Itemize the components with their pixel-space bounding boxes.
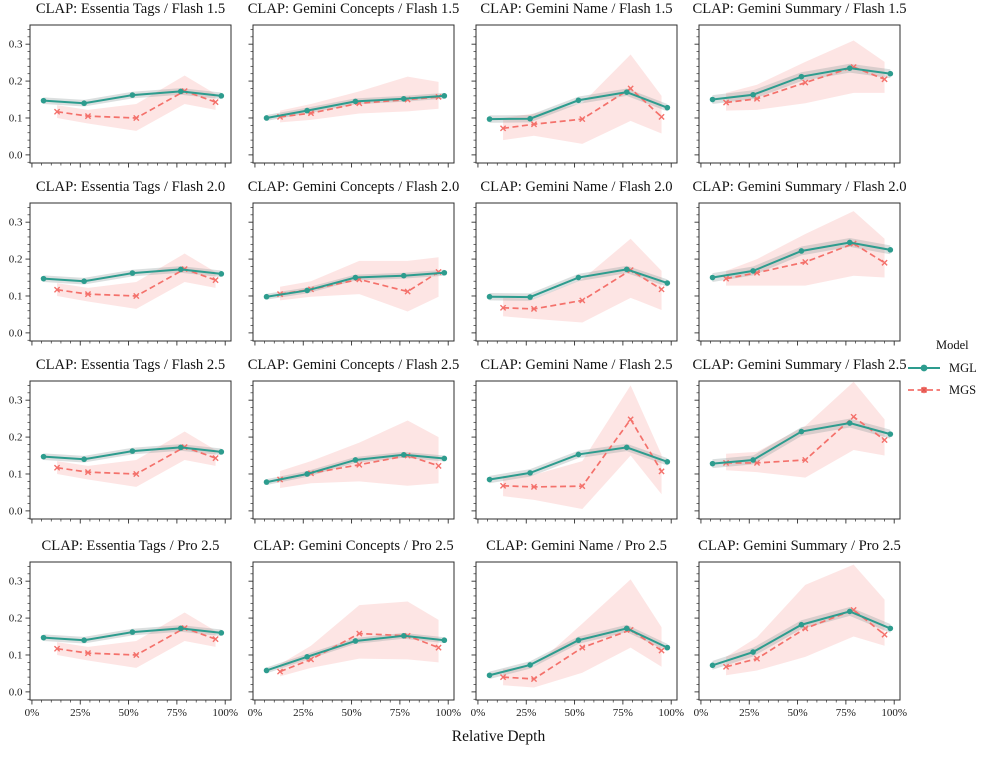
line-chart (694, 380, 901, 524)
svg-text:75%: 75% (836, 707, 856, 719)
subplot-gemini-concepts-flash-2-5: CLAP: Gemini Concepts / Flash 2.5 (223, 357, 468, 537)
svg-text:50%: 50% (341, 707, 361, 719)
subplot-essentia-tags-pro-2-5: CLAP: Essentia Tags / Pro 2.5 0.0 0.1 0.2 0.… (0, 538, 245, 719)
svg-text:0.2: 0.2 (9, 254, 23, 266)
subplot-gemini-concepts-pro-2-5: CLAP: Gemini Concepts / Pro 2.5 0% 25% 50% 7… (223, 538, 468, 719)
subplot-essentia-tags-flash-1-5: CLAP: Essentia Tags / Flash 1.5 0.0 0.1 0.2… (0, 1, 245, 181)
svg-text:0.3: 0.3 (9, 39, 23, 51)
subplot-gemini-summary-flash-2-0: CLAP: Gemini Summary / Flash 2.0 (669, 179, 914, 359)
subplot-gemini-name-flash-1-5: CLAP: Gemini Name / Flash 1.5 (446, 1, 691, 181)
line-chart: 0% 25% 50% 75% 100% (248, 561, 461, 719)
subplot-gemini-summary-flash-2-5: CLAP: Gemini Summary / Flash 2.5 (669, 357, 914, 537)
legend-label-mgs: MGS (949, 382, 977, 397)
subplot-essentia-tags-flash-2-0: CLAP: Essentia Tags / Flash 2.0 0.0 0.1 0.2… (0, 179, 245, 359)
x-axis-label: Relative Depth (451, 728, 546, 745)
line-chart: 0.0 0.1 0.2 0.3 (9, 24, 232, 168)
subplot-title: CLAP: Essentia Tags / Flash 2.5 (35, 357, 226, 373)
svg-text:0.3: 0.3 (9, 217, 23, 229)
mgl-line-swatch-icon (908, 364, 940, 372)
legend-item-mgs: MGS (906, 379, 996, 401)
subplot-essentia-tags-flash-2-5: CLAP: Essentia Tags / Flash 2.5 0.0 0.1 0.2… (0, 357, 245, 537)
line-chart: 0.0 0.1 0.2 0.3 (9, 202, 232, 346)
svg-text:0.0: 0.0 (9, 505, 23, 517)
subplot-title: CLAP: Gemini Name / Pro 2.5 (486, 538, 667, 554)
subplot-gemini-concepts-flash-2-0: CLAP: Gemini Concepts / Flash 2.0 (223, 179, 468, 359)
legend-item-mgl: MGL (906, 357, 996, 379)
subplot-title: CLAP: Gemini Summary / Flash 2.0 (692, 179, 907, 195)
subplot-title: CLAP: Essentia Tags / Flash 1.5 (35, 1, 226, 17)
svg-text:75%: 75% (390, 707, 410, 719)
svg-text:0.3: 0.3 (9, 395, 23, 407)
svg-text:0.3: 0.3 (9, 576, 23, 588)
legend-title: Model (936, 338, 969, 352)
line-chart: 0.0 0.1 0.2 0.3 (9, 380, 232, 524)
subplot-title: CLAP: Gemini Name / Flash 2.5 (480, 357, 673, 373)
line-chart: 0% 25% 50% 75% 100% (471, 561, 684, 719)
svg-text:50%: 50% (118, 707, 138, 719)
subplot-gemini-summary-pro-2-5: CLAP: Gemini Summary / Pro 2.5 0% 25% 50% 75… (669, 538, 914, 719)
subplot-title: CLAP: Essentia Tags / Flash 2.0 (35, 179, 226, 195)
svg-text:0%: 0% (248, 707, 263, 719)
line-chart (248, 24, 455, 168)
svg-text:0.1: 0.1 (9, 112, 23, 124)
svg-text:0.2: 0.2 (9, 432, 23, 444)
subplot-title: CLAP: Gemini Summary / Flash 1.5 (692, 1, 907, 17)
svg-text:75%: 75% (167, 707, 187, 719)
svg-text:0.2: 0.2 (9, 613, 23, 625)
line-chart (248, 380, 455, 524)
subplot-title: CLAP: Gemini Concepts / Flash 2.0 (247, 179, 460, 195)
subplot-title: CLAP: Gemini Name / Flash 1.5 (480, 1, 673, 17)
subplot-title: CLAP: Gemini Concepts / Pro 2.5 (253, 538, 454, 554)
subplot-gemini-name-flash-2-0: CLAP: Gemini Name / Flash 2.0 (446, 179, 691, 359)
svg-text:25%: 25% (293, 707, 313, 719)
line-chart (471, 380, 678, 524)
subplot-gemini-name-flash-2-5: CLAP: Gemini Name / Flash 2.5 (446, 357, 691, 537)
svg-text:0.0: 0.0 (9, 327, 23, 339)
svg-text:0.1: 0.1 (9, 290, 23, 302)
subplot-title: CLAP: Gemini Concepts / Flash 2.5 (247, 357, 460, 373)
svg-text:50%: 50% (564, 707, 584, 719)
subplot-gemini-name-pro-2-5: CLAP: Gemini Name / Pro 2.5 0% 25% 50% 75% 10… (446, 538, 691, 719)
svg-text:100%: 100% (212, 707, 238, 719)
svg-text:0.0: 0.0 (9, 686, 23, 698)
svg-text:75%: 75% (613, 707, 633, 719)
svg-text:0.1: 0.1 (9, 649, 23, 661)
svg-text:50%: 50% (787, 707, 807, 719)
subplot-title: CLAP: Gemini Summary / Pro 2.5 (698, 538, 901, 554)
svg-text:0.2: 0.2 (9, 76, 23, 88)
line-chart: 0.0 0.1 0.2 0.3 0% 25% 50% 75% 100% (9, 561, 238, 719)
line-chart (248, 202, 455, 346)
line-chart (471, 24, 678, 168)
svg-text:0.1: 0.1 (9, 468, 23, 480)
subplot-title: CLAP: Gemini Summary / Flash 2.5 (692, 357, 907, 373)
subplot-title: CLAP: Essentia Tags / Pro 2.5 (41, 538, 220, 554)
subplot-title: CLAP: Gemini Concepts / Flash 1.5 (247, 1, 460, 17)
svg-text:0%: 0% (471, 707, 486, 719)
svg-text:100%: 100% (881, 707, 907, 719)
mgs-line-swatch-icon (908, 386, 940, 394)
subplot-gemini-summary-flash-1-5: CLAP: Gemini Summary / Flash 1.5 (669, 1, 914, 181)
svg-text:25%: 25% (70, 707, 90, 719)
line-chart (471, 202, 678, 346)
svg-text:25%: 25% (516, 707, 536, 719)
line-chart: 0% 25% 50% 75% 100% (694, 561, 907, 719)
svg-text:0.0: 0.0 (9, 149, 23, 161)
line-chart (694, 202, 901, 346)
svg-text:0%: 0% (25, 707, 40, 719)
legend: Model MGL MGS (906, 338, 996, 401)
svg-text:25%: 25% (739, 707, 759, 719)
svg-text:100%: 100% (658, 707, 684, 719)
legend-label-mgl: MGL (949, 360, 977, 375)
svg-text:0%: 0% (694, 707, 709, 719)
svg-text:100%: 100% (435, 707, 461, 719)
subplot-title: CLAP: Gemini Name / Flash 2.0 (480, 179, 673, 195)
line-chart (694, 24, 901, 168)
subplot-gemini-concepts-flash-1-5: CLAP: Gemini Concepts / Flash 1.5 (223, 1, 468, 181)
